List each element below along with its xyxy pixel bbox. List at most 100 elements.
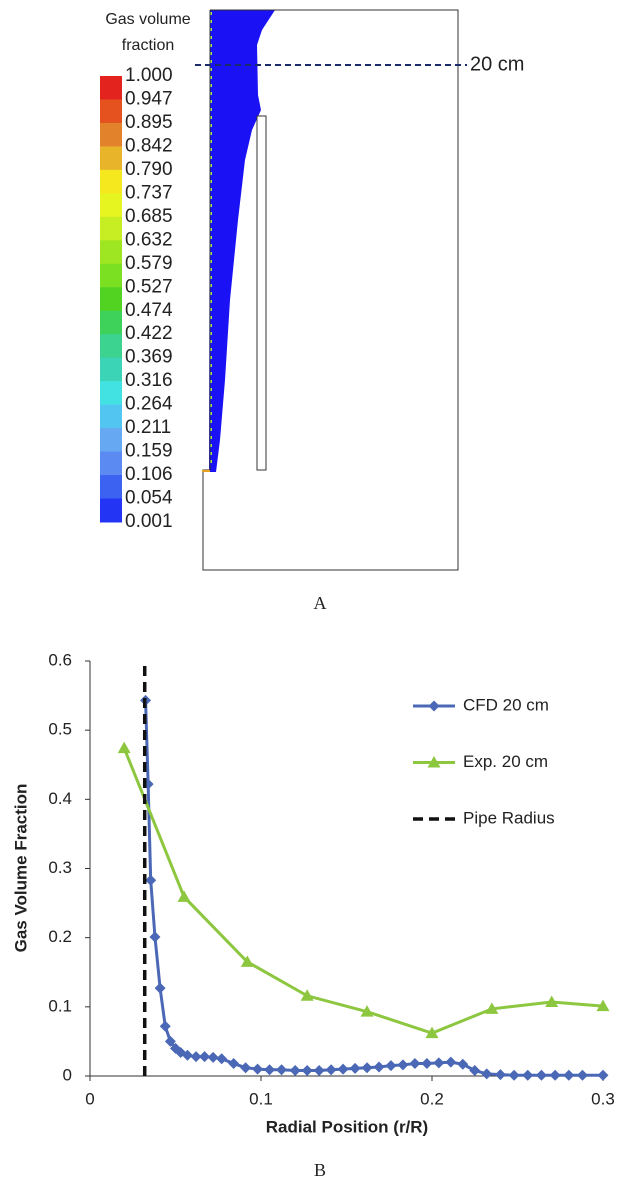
colorbar-title: Gas volume: [105, 11, 190, 28]
colorbar-label: 0.632: [125, 229, 173, 250]
colorbar-label: 0.264: [125, 394, 173, 415]
marker: [508, 1069, 520, 1081]
marker: [409, 1058, 421, 1070]
marker: [481, 1068, 493, 1080]
marker: [535, 1069, 547, 1081]
marker: [349, 1062, 361, 1074]
colorbar-band: [100, 334, 122, 359]
marker: [337, 1063, 349, 1075]
marker: [361, 1062, 373, 1074]
marker: [385, 1060, 397, 1072]
marker: [190, 1051, 202, 1063]
marker: [240, 955, 254, 967]
legend-label: CFD 20 cm: [463, 695, 549, 714]
colorbar-band: [100, 146, 122, 171]
colorbar-band: [100, 287, 122, 312]
colorbar-title: fraction: [122, 37, 174, 54]
marker: [216, 1053, 228, 1065]
colorbar-band: [100, 310, 122, 335]
marker: [545, 995, 559, 1007]
annotation: 20 cm: [470, 53, 524, 75]
marker: [397, 1059, 409, 1071]
y-tick-label: 0.1: [48, 996, 72, 1015]
marker: [159, 1020, 171, 1032]
y-tick-label: 0.3: [48, 858, 72, 877]
series-line: [122, 747, 604, 1035]
marker: [457, 1058, 469, 1070]
marker: [494, 1069, 506, 1081]
colorbar-label: 0.159: [125, 441, 173, 462]
colorbar-label: 0.054: [125, 488, 173, 509]
colorbar-band: [100, 122, 122, 147]
marker: [373, 1061, 385, 1073]
marker: [596, 999, 610, 1012]
colorbar-band: [100, 99, 122, 124]
marker: [207, 1051, 219, 1063]
colorbar-label: 0.895: [125, 112, 173, 133]
marker: [325, 1064, 337, 1076]
colorbar-label: 0.001: [125, 511, 173, 532]
marker: [164, 1035, 176, 1047]
marker: [360, 1005, 374, 1017]
colorbar-label: 0.842: [125, 135, 173, 156]
marker: [433, 1057, 445, 1069]
marker: [240, 1062, 252, 1074]
marker: [117, 741, 131, 754]
x-tick-label: 0: [85, 1089, 94, 1108]
x-tick-label: 0.1: [249, 1089, 273, 1108]
colorbar-band: [100, 76, 122, 100]
y-tick-label: 0.4: [48, 789, 72, 808]
y-axis-title: Gas Volume Fraction: [11, 784, 30, 953]
flow-region: [209, 10, 275, 472]
marker: [485, 1002, 499, 1014]
colorbar-band: [100, 428, 122, 453]
x-tick-label: 0.3: [591, 1089, 615, 1108]
marker: [276, 1064, 288, 1076]
colorbar-band: [100, 240, 122, 265]
marker: [145, 874, 157, 886]
colorbar-label: 0.422: [125, 323, 173, 344]
marker: [154, 982, 166, 994]
marker: [313, 1064, 325, 1076]
marker: [300, 989, 314, 1001]
marker: [563, 1069, 575, 1081]
colorbar-label: 0.106: [125, 464, 173, 485]
y-tick-label: 0.5: [48, 720, 72, 739]
colorbar-label: 0.369: [125, 347, 173, 368]
legend-marker: [428, 700, 440, 712]
colorbar-label: 1.000: [125, 65, 173, 86]
legend-label: Pipe Radius: [463, 808, 555, 827]
caption: B: [314, 1160, 326, 1180]
panel-a: Gas volume fraction 20 cm A: [105, 9, 524, 613]
marker: [469, 1064, 481, 1076]
marker: [149, 931, 161, 943]
marker: [421, 1058, 433, 1070]
colorbar-label: 0.685: [125, 206, 173, 227]
marker: [425, 1026, 439, 1039]
colorbar-band: [100, 451, 122, 476]
y-tick-label: 0.2: [48, 927, 72, 946]
marker: [252, 1063, 264, 1075]
colorbar-label: 0.737: [125, 182, 173, 203]
colorbar-band: [100, 475, 122, 500]
marker: [597, 1069, 609, 1081]
inner-pipe: [256, 115, 267, 471]
legend-label: Exp. 20 cm: [463, 752, 548, 771]
colorbar-band: [100, 263, 122, 288]
x-axis-title: Radial Position (r/R): [266, 1117, 428, 1136]
y-tick-label: 0: [63, 1065, 72, 1084]
marker: [549, 1069, 561, 1081]
legend-marker: [427, 756, 441, 768]
marker: [181, 1049, 193, 1061]
colorbar-label: 0.316: [125, 370, 173, 391]
colorbar-label: 0.527: [125, 276, 173, 297]
colorbar-label: 0.579: [125, 253, 173, 274]
colorbar-label: 0.790: [125, 159, 173, 180]
marker: [199, 1051, 211, 1063]
colorbar-band: [100, 498, 122, 523]
colorbar-label: 0.947: [125, 88, 173, 109]
marker: [301, 1064, 313, 1076]
y-tick-label: 0.6: [48, 650, 72, 669]
x-tick-label: 0.2: [420, 1089, 444, 1108]
